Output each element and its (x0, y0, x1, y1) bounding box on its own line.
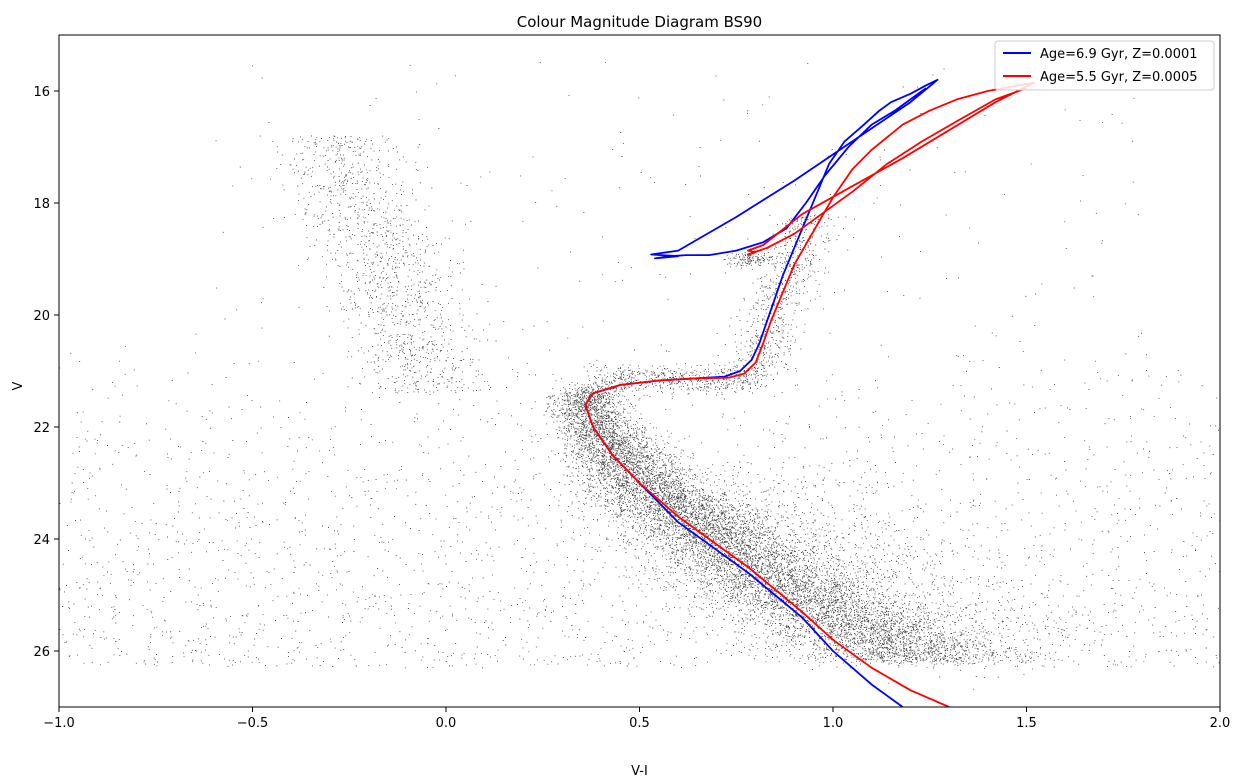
y-tick-label: 24 (33, 533, 50, 548)
isochrone-lines (584, 78, 1036, 707)
legend-box (994, 40, 1215, 91)
y-tick-label: 26 (33, 645, 50, 660)
x-axis: −1.0 −0.5 0.0 0.5 1.0 1.5 2.0 (43, 707, 1230, 731)
y-axis: 16 18 20 22 24 26 (33, 85, 59, 660)
x-tick-label: 1.0 (823, 716, 844, 731)
x-tick-label: −1.0 (43, 716, 75, 731)
isochrone-line-1 (584, 81, 1036, 707)
legend: Age=6.9 Gyr, Z=0.0001 Age=5.5 Gyr, Z=0.0… (994, 40, 1215, 91)
y-axis-label: V (11, 381, 26, 390)
y-tick-label: 22 (33, 421, 50, 436)
x-tick-label: 2.0 (1210, 716, 1231, 731)
y-tick-label: 16 (33, 85, 50, 100)
x-tick-label: −0.5 (237, 716, 269, 731)
chart-title: Colour Magnitude Diagram BS90 (517, 13, 762, 31)
y-tick-label: 20 (33, 309, 50, 324)
x-tick-label: 0.0 (436, 716, 457, 731)
legend-label-blue: Age=6.9 Gyr, Z=0.0001 (1040, 47, 1198, 62)
legend-label-red: Age=5.5 Gyr, Z=0.0005 (1040, 70, 1198, 85)
x-tick-label: 0.5 (629, 716, 650, 731)
x-tick-label: 1.5 (1016, 716, 1037, 731)
y-tick-label: 18 (33, 197, 50, 212)
x-axis-label: V-I (631, 764, 648, 778)
